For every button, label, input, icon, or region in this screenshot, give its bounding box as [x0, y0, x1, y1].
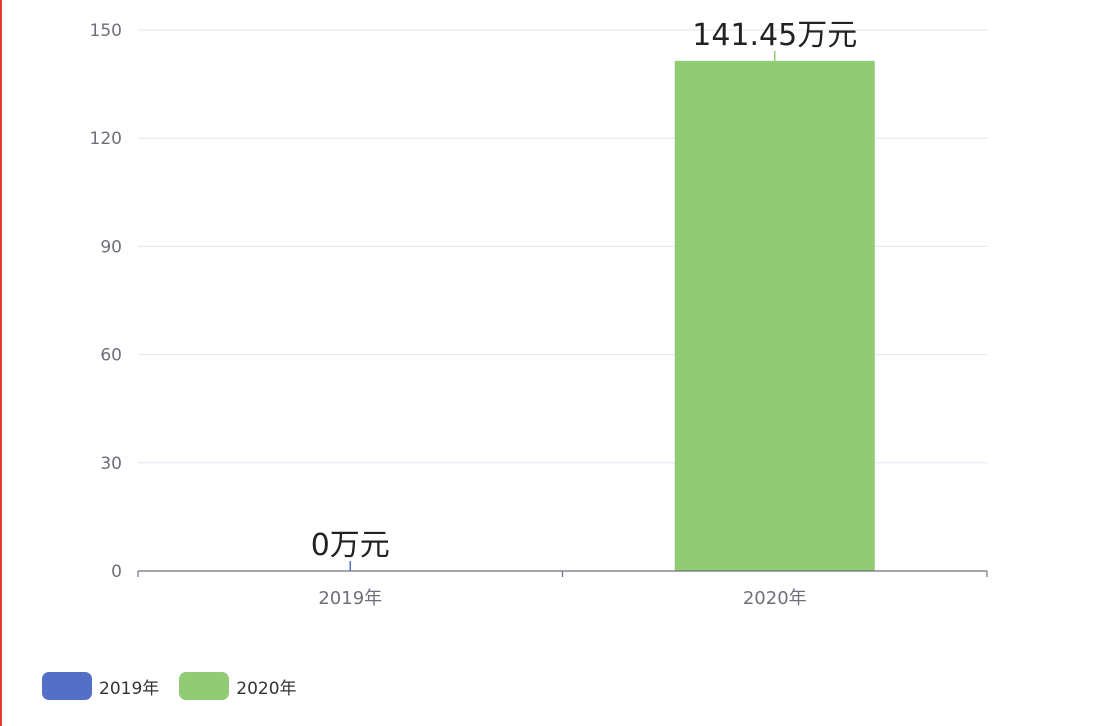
data-label: 0万元: [311, 528, 390, 563]
legend-swatch-2020: [179, 672, 230, 700]
legend-label-2020: 2020年: [236, 678, 297, 699]
y-tick-label: 60: [100, 346, 122, 366]
legend-swatch-2019: [42, 672, 92, 700]
y-tick-label: 120: [90, 129, 122, 149]
y-tick-label: 150: [90, 21, 122, 41]
y-tick-label: 0: [111, 562, 122, 582]
y-tick-label: 30: [100, 454, 122, 474]
legend-label-2019: 2019年: [99, 678, 160, 699]
legend-item-2020[interactable]: 2020年: [179, 672, 297, 700]
legend-item-2019[interactable]: 2019年: [42, 672, 159, 700]
x-axis: 2019年 2020年: [137, 570, 988, 609]
data-label: 141.45万元: [692, 18, 857, 53]
x-tick-label: 2019年: [318, 588, 382, 609]
x-tick-label: 2020年: [743, 588, 807, 609]
legend: 2019年 2020年: [42, 672, 297, 700]
bars: [349, 50, 875, 571]
y-tick-label: 90: [100, 237, 122, 257]
data-labels: 0万元 141.45万元: [311, 18, 858, 563]
bar: [674, 60, 875, 571]
y-axis-ticks: 0 30 60 90 120 150: [90, 21, 122, 582]
